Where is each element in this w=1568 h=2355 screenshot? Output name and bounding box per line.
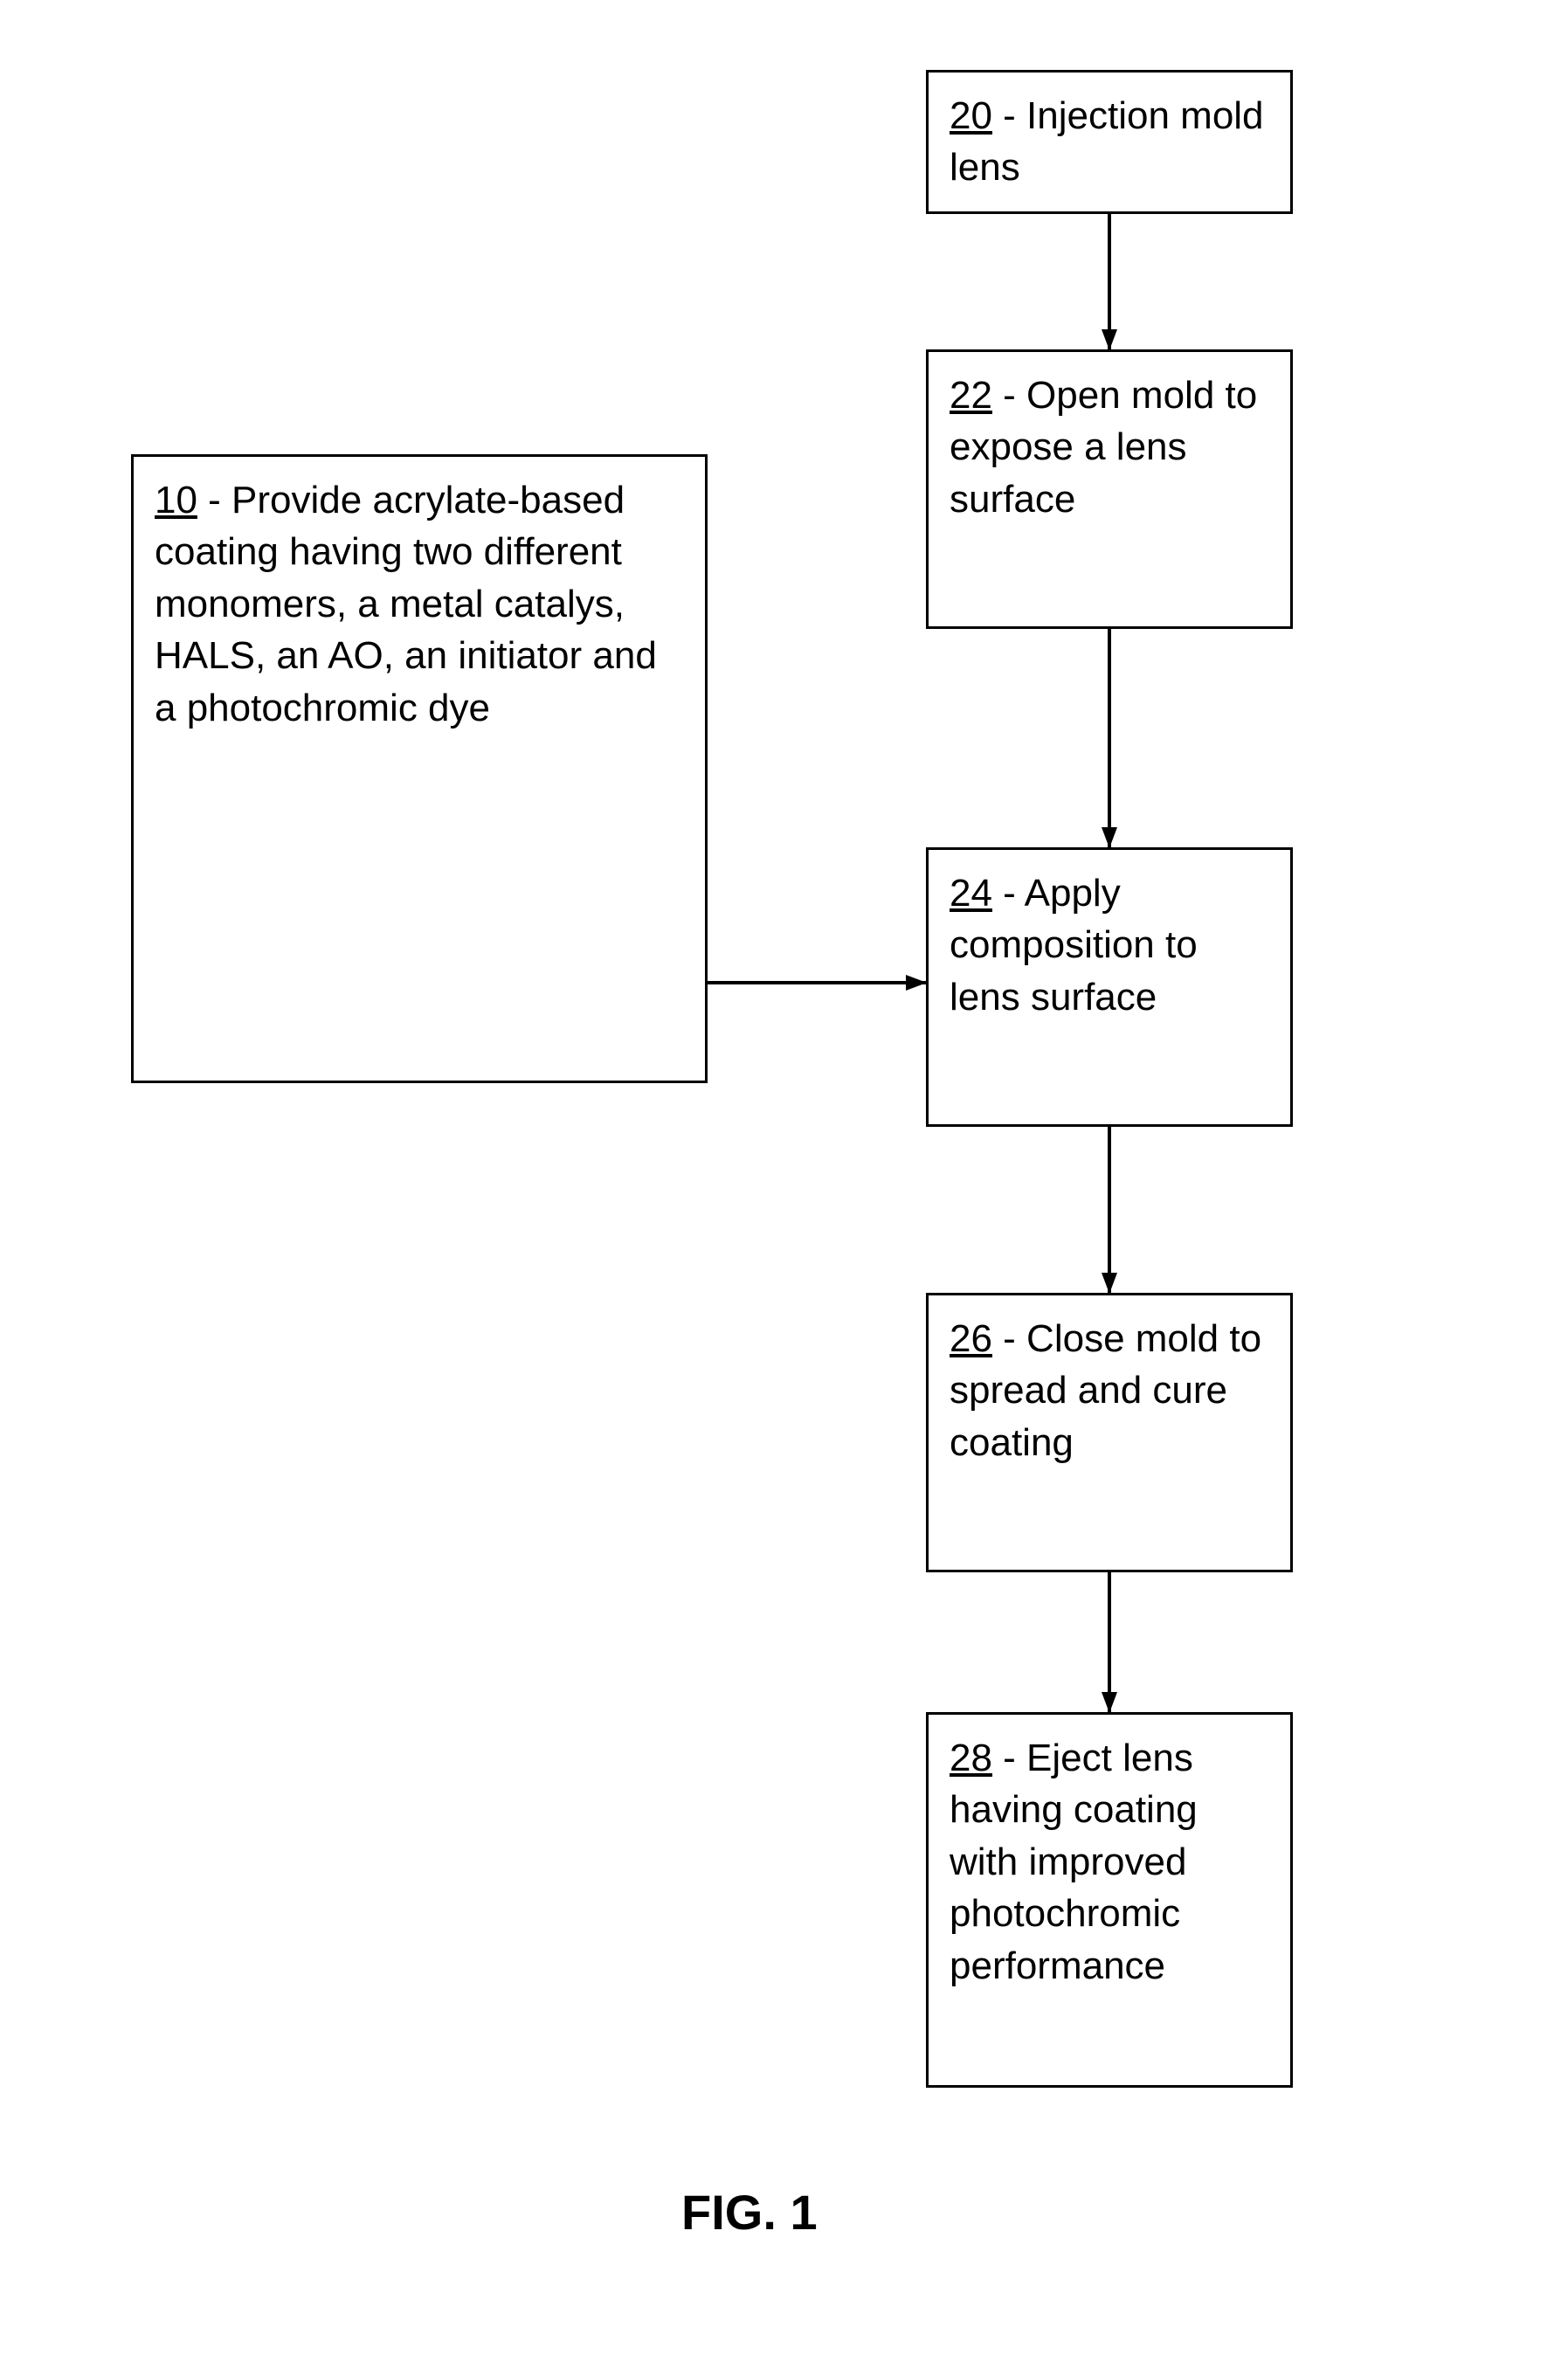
flowchart-node-28: 28 - Eject lens having coating with impr…: [926, 1712, 1293, 2088]
node-number: 26: [950, 1317, 992, 1360]
node-text: - Close mold to spread and cure coating: [950, 1317, 1261, 1464]
node-number: 22: [950, 374, 992, 417]
node-text: - Provide acrylate-based coating having …: [155, 479, 657, 729]
node-text: - Injection mold lens: [950, 94, 1264, 189]
flowchart-node-24: 24 - Apply composition to lens surface: [926, 847, 1293, 1127]
node-number: 28: [950, 1737, 992, 1779]
flowchart-node-22: 22 - Open mold to expose a lens surface: [926, 349, 1293, 629]
figure-label: FIG. 1: [681, 2184, 818, 2241]
node-number: 20: [950, 94, 992, 137]
flowchart-node-10: 10 - Provide acrylate-based coating havi…: [131, 454, 708, 1083]
flowchart-arrows: [0, 0, 1568, 2355]
flowchart-node-26: 26 - Close mold to spread and cure coati…: [926, 1293, 1293, 1572]
node-number: 10: [155, 479, 197, 521]
node-number: 24: [950, 872, 992, 915]
flowchart-node-20: 20 - Injection mold lens: [926, 70, 1293, 214]
node-text: - Open mold to expose a lens surface: [950, 374, 1257, 521]
